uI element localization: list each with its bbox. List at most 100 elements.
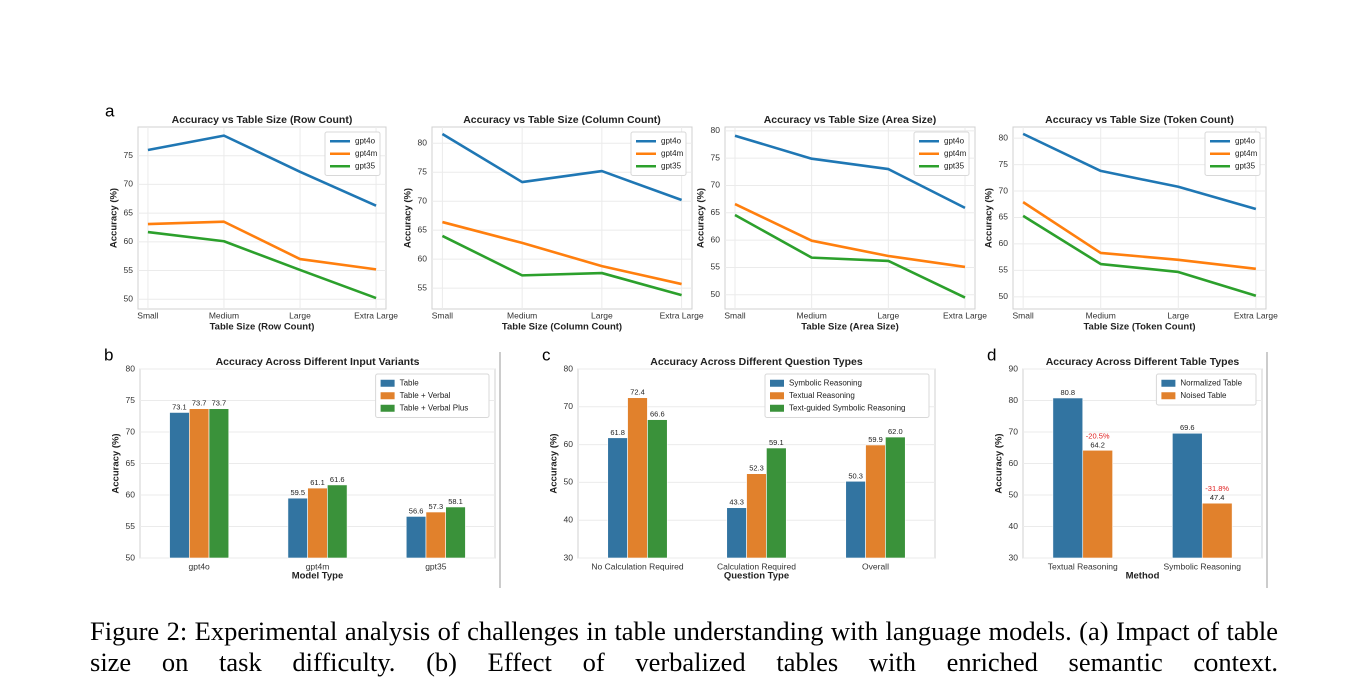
bar	[1082, 449, 1113, 559]
x-tick-label: gpt4o	[189, 561, 211, 571]
legend-label: gpt4m	[355, 149, 378, 158]
data-label: 58.1	[448, 497, 463, 506]
legend-label: gpt4o	[355, 136, 376, 145]
x-tick-label: Small	[1012, 310, 1033, 320]
bar	[327, 484, 348, 559]
bar	[885, 436, 906, 559]
legend: gpt4o gpt4m gpt35	[1204, 131, 1261, 176]
legend-label: Table + Verbal	[400, 391, 451, 400]
y-tick-label: 55	[126, 521, 136, 531]
chart-title: Accuracy Across Different Input Variants	[216, 356, 420, 368]
x-tick-label: Large	[1167, 310, 1189, 320]
legend-box	[1204, 131, 1261, 176]
y-tick-label: 65	[999, 212, 1009, 222]
bar	[287, 497, 308, 559]
y-axis-label: Accuracy (%)	[111, 433, 122, 493]
legend-swatch	[770, 392, 784, 400]
x-tick-label: Calculation Required	[717, 561, 796, 571]
chart-title: Accuracy Across Different Question Types	[650, 356, 863, 368]
data-label: 62.0	[888, 427, 903, 436]
bar	[607, 437, 628, 559]
y-tick-label: 90	[1009, 363, 1019, 373]
x-tick-label: Extra Large	[354, 310, 398, 320]
y-tick-label: 65	[126, 458, 136, 468]
data-label: 59.5	[290, 488, 305, 497]
y-tick-label: 70	[999, 185, 1009, 195]
annotation: -20.5%	[1086, 431, 1110, 440]
x-tick-label: Overall	[862, 561, 889, 571]
y-tick-label: 65	[418, 224, 428, 234]
bar	[865, 444, 886, 559]
x-axis-label: Model Type	[292, 571, 344, 582]
y-tick-label: 30	[564, 552, 574, 562]
figure: a b c d Accuracy vs Table Size (Row Coun…	[104, 101, 1278, 588]
legend-label: gpt35	[355, 161, 376, 170]
line	[1022, 132, 1257, 211]
x-tick-label: Extra Large	[1234, 310, 1278, 320]
chart-title: Accuracy vs Table Size (Column Count)	[463, 114, 661, 126]
y-tick-label: 50	[124, 293, 134, 303]
x-tick-label: Small	[137, 310, 158, 320]
annotation: -31.8%	[1205, 484, 1229, 493]
line	[442, 220, 682, 286]
y-tick-label: 40	[1009, 521, 1019, 531]
data-label: 61.8	[610, 428, 625, 437]
legend-swatch	[770, 379, 784, 387]
line	[147, 230, 377, 300]
data-label: 61.6	[330, 475, 345, 484]
data-label: 73.1	[172, 402, 187, 411]
bar	[445, 506, 466, 559]
legend-box	[764, 373, 930, 418]
legend-label: gpt4m	[944, 149, 967, 158]
data-label: 57.3	[429, 502, 444, 511]
y-tick-label: 60	[711, 234, 721, 244]
y-tick-label: 60	[126, 489, 136, 499]
y-tick-label: 55	[999, 265, 1009, 275]
x-tick-label: gpt4m	[306, 561, 330, 571]
chart-title: Accuracy Across Different Table Types	[1046, 356, 1240, 368]
x-axis-label: Question Type	[724, 571, 789, 582]
y-tick-label: 80	[126, 363, 136, 373]
bar	[627, 397, 648, 559]
x-tick-label: Textual Reasoning	[1048, 561, 1118, 571]
x-tick-label: No Calculation Required	[591, 561, 683, 571]
y-tick-label: 50	[126, 552, 136, 562]
data-label: 69.6	[1180, 423, 1195, 432]
legend-label: Symbolic Reasoning	[789, 378, 862, 387]
data-label: 52.3	[749, 464, 764, 473]
legend-label: Table + Verbal Plus	[400, 403, 469, 412]
legend-box	[630, 131, 687, 176]
y-tick-label: 60	[1009, 458, 1019, 468]
legend-label: Text-guided Symbolic Reasoning	[789, 403, 906, 412]
bar	[766, 447, 787, 559]
x-tick-label: Large	[877, 310, 899, 320]
legend-swatch	[1161, 379, 1176, 387]
bar	[405, 516, 427, 559]
y-tick-label: 75	[999, 159, 1009, 169]
legend-box	[913, 131, 970, 176]
y-tick-label: 60	[418, 253, 428, 263]
y-tick-label: 60	[124, 236, 134, 246]
y-tick-label: 70	[564, 401, 574, 411]
x-axis-label: Method	[1126, 571, 1160, 582]
legend: gpt4o gpt4m gpt35	[630, 131, 687, 176]
legend-label: gpt4o	[1235, 136, 1256, 145]
legend: gpt4o gpt4m gpt35	[913, 131, 970, 176]
data-label: 73.7	[212, 399, 227, 408]
bar	[647, 419, 668, 559]
x-tick-label: Extra Large	[660, 310, 704, 320]
line	[1022, 214, 1257, 298]
legend-label: gpt35	[1235, 161, 1256, 170]
bar	[208, 408, 230, 559]
y-tick-label: 65	[124, 207, 134, 217]
x-tick-label: Small	[724, 310, 745, 320]
y-axis-label: Accuracy (%)	[109, 188, 120, 248]
legend-label: gpt4m	[1235, 149, 1258, 158]
legend: Table Table + Verbal Table + Verbal Plus	[375, 373, 490, 418]
x-tick-label: Small	[432, 310, 453, 320]
y-tick-label: 30	[1009, 552, 1019, 562]
y-tick-label: 70	[711, 180, 721, 190]
legend-box	[324, 131, 381, 176]
data-label: 59.9	[868, 435, 883, 444]
y-tick-label: 50	[1009, 489, 1019, 499]
